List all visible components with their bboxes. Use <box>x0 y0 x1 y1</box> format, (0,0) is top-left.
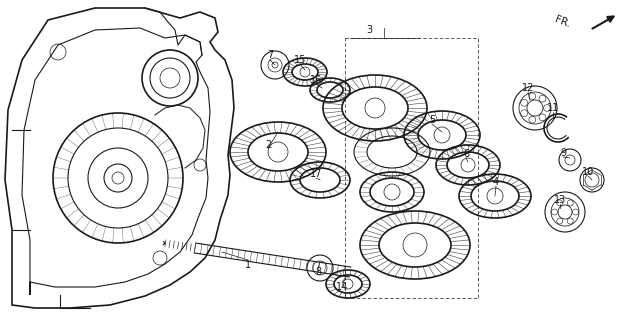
Text: 16: 16 <box>310 75 322 85</box>
Text: 7: 7 <box>267 50 273 60</box>
Text: 10: 10 <box>582 167 594 177</box>
Text: 4: 4 <box>493 177 499 187</box>
Text: 15: 15 <box>294 55 306 65</box>
Text: 14: 14 <box>336 282 348 292</box>
Text: 9: 9 <box>560 148 566 158</box>
Text: FR.: FR. <box>553 15 572 29</box>
Text: 12: 12 <box>522 83 534 93</box>
Text: 8: 8 <box>315 267 321 277</box>
Text: 6: 6 <box>463 149 469 159</box>
Text: 5: 5 <box>429 115 435 125</box>
Text: 11: 11 <box>547 103 559 113</box>
Text: 1: 1 <box>245 260 251 270</box>
Text: 13: 13 <box>554 195 566 205</box>
Text: 2: 2 <box>265 140 271 150</box>
Text: 17: 17 <box>310 169 322 179</box>
Text: 3: 3 <box>366 25 372 35</box>
